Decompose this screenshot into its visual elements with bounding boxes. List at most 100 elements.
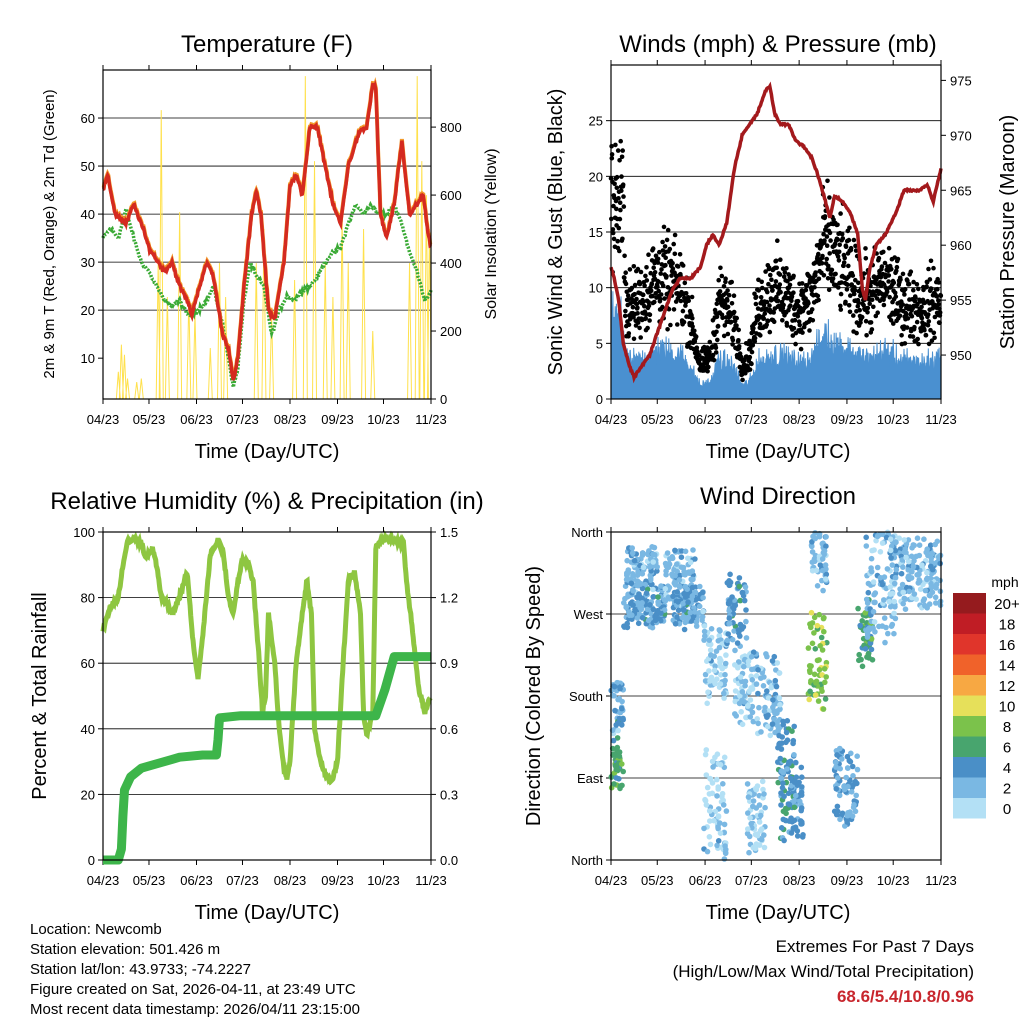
- wind-direction-point: [811, 671, 818, 678]
- wind-direction-point: [823, 543, 829, 549]
- wind-direction-point: [774, 708, 781, 714]
- wind-direction-point: [745, 826, 751, 832]
- wind-direction-point: [784, 766, 790, 772]
- wind-direction-point: [743, 607, 749, 613]
- gust-point: [847, 309, 853, 315]
- wind-direction-point: [892, 574, 899, 581]
- wind-direction-point: [784, 718, 791, 724]
- y-tick-label: North: [571, 525, 603, 540]
- wind-direction-point: [676, 577, 683, 583]
- gust-point: [725, 304, 731, 310]
- wind-direction-point: [866, 625, 873, 631]
- wind-direction-point: [836, 792, 843, 799]
- gust-point: [787, 282, 793, 288]
- wind-direction-point: [911, 558, 917, 564]
- wind-direction-point: [794, 833, 801, 839]
- gust-point: [717, 289, 723, 294]
- wind-direction-point: [763, 651, 769, 657]
- wind-direction-point: [716, 632, 723, 639]
- gust-point: [734, 323, 739, 328]
- wind-direction-point: [623, 604, 629, 611]
- gust-point: [893, 294, 899, 299]
- x-tick-label: 08/23: [274, 873, 307, 888]
- wind-direction-point: [892, 539, 899, 545]
- wind-direction-point: [739, 721, 746, 728]
- gust-point: [738, 354, 744, 360]
- wind-direction-point: [917, 586, 924, 592]
- wind-direction-point: [750, 649, 757, 655]
- gust-point: [792, 317, 798, 323]
- gust-point: [807, 328, 812, 333]
- wind-direction-point: [687, 559, 694, 566]
- wind-direction-point: [613, 722, 619, 728]
- wind-direction-point: [806, 663, 813, 669]
- wind-direction-point: [721, 821, 728, 828]
- gust-point: [936, 298, 941, 303]
- y-tick-label: West: [574, 607, 604, 622]
- wind-direction-point: [619, 782, 625, 789]
- gust-point: [881, 249, 886, 255]
- gust-point: [928, 258, 934, 264]
- wind-direction-point: [858, 656, 864, 663]
- x-tick-label: 09/23: [831, 873, 864, 888]
- wind-direction-point: [818, 634, 825, 641]
- x-tick-label: 05/23: [133, 873, 166, 888]
- wind-direction-point: [624, 557, 630, 564]
- gust-point: [620, 148, 625, 153]
- gust-point: [721, 333, 727, 339]
- y2-tick-label: 1.2: [440, 591, 458, 606]
- gust-point: [856, 280, 861, 286]
- gust-point: [799, 281, 805, 286]
- wind-direction-point: [705, 689, 711, 695]
- gust-point: [841, 260, 847, 265]
- gust-point: [626, 331, 632, 336]
- wind-direction-point: [814, 622, 821, 629]
- gust-point: [634, 296, 639, 302]
- wind-direction-point: [745, 703, 751, 709]
- wind-direction-point: [745, 794, 752, 800]
- gust-point: [843, 244, 849, 249]
- wind-direction-point: [612, 707, 618, 714]
- wind-direction-point: [798, 789, 805, 796]
- wind-direction-point: [885, 630, 891, 637]
- wind-direction-point: [911, 591, 918, 597]
- x-tick-label: 07/23: [735, 873, 768, 888]
- gust-point: [768, 272, 773, 278]
- wind-direction-point: [819, 647, 826, 653]
- wind-direction-point: [872, 599, 878, 606]
- gust-point: [720, 315, 725, 321]
- gust-point: [764, 322, 769, 328]
- wind-direction-point: [702, 751, 709, 758]
- wind-direction-point: [739, 678, 745, 685]
- gust-point: [706, 364, 711, 370]
- wind-direction-point: [910, 563, 917, 570]
- wind-direction-point: [867, 640, 874, 646]
- gust-point: [713, 345, 719, 351]
- gust-point: [620, 236, 625, 242]
- gust-point: [614, 206, 619, 212]
- y-tick-label: 10: [589, 281, 603, 296]
- gust-point: [728, 319, 734, 325]
- wind-direction-point: [889, 621, 896, 628]
- gust-point: [623, 270, 628, 276]
- wind-direction-point: [786, 801, 793, 808]
- gust-point: [661, 224, 667, 230]
- gust-point: [936, 302, 941, 307]
- wind-direction-point: [863, 534, 869, 541]
- x-tick-label: 10/23: [367, 412, 400, 427]
- gust-point: [906, 281, 912, 287]
- gust-point: [690, 315, 695, 321]
- gust-point: [664, 273, 669, 279]
- y-tick-label: 80: [81, 591, 95, 606]
- gust-point: [648, 270, 653, 276]
- wind-direction-point: [648, 610, 654, 617]
- wind-direction-point: [812, 646, 819, 652]
- wind-direction-point: [831, 808, 838, 815]
- wind-direction-point: [839, 810, 846, 817]
- wind-direction-point: [662, 586, 669, 592]
- temperature-y2label: Solar Insolation (Yellow): [483, 148, 500, 319]
- wind-direction-point: [921, 536, 927, 542]
- wind-direction-point: [756, 802, 763, 808]
- wind-direction-point: [924, 569, 930, 576]
- gust-point: [838, 211, 843, 216]
